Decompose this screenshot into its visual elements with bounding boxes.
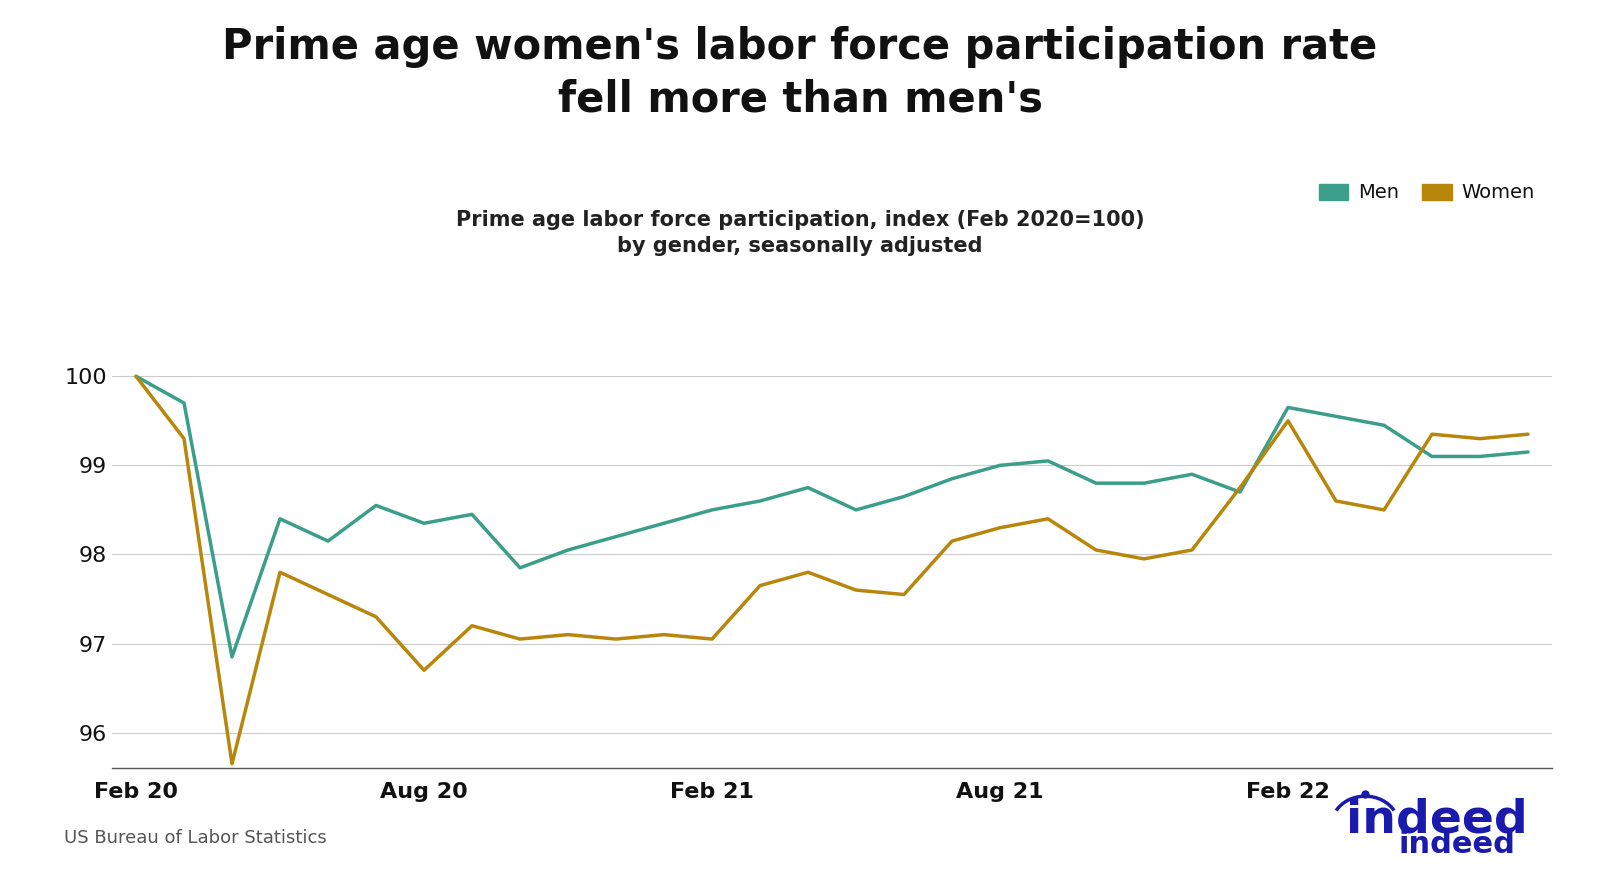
Men [942, 473, 962, 484]
Text: Prime age labor force participation, index (Feb 2020=100)
by gender, seasonally : Prime age labor force participation, ind… [456, 210, 1144, 256]
Women [1326, 496, 1346, 506]
Women [654, 629, 674, 640]
Men [174, 398, 194, 409]
Men [270, 513, 290, 524]
Men [606, 532, 626, 542]
Men [1470, 451, 1490, 462]
Men [366, 500, 386, 511]
Men [462, 509, 482, 519]
Women [558, 629, 578, 640]
Women [174, 433, 194, 443]
Women [1134, 553, 1154, 564]
Men [1182, 469, 1202, 479]
Women [702, 634, 722, 644]
Women [606, 634, 626, 644]
Women [1422, 429, 1442, 439]
Women [1086, 545, 1106, 555]
Men [1326, 411, 1346, 422]
Men [702, 505, 722, 515]
Men [126, 371, 146, 382]
Men [1422, 451, 1442, 462]
Women [1278, 416, 1298, 426]
Text: US Bureau of Labor Statistics: US Bureau of Labor Statistics [64, 828, 326, 847]
Men [750, 496, 770, 506]
Men [1038, 456, 1058, 466]
Text: Prime age women's labor force participation rate
fell more than men's: Prime age women's labor force participat… [222, 26, 1378, 120]
Women [366, 612, 386, 622]
Legend: Men, Women: Men, Women [1312, 175, 1542, 210]
Text: indeed: indeed [1398, 830, 1515, 859]
Women [750, 581, 770, 591]
Men [1278, 402, 1298, 413]
Women [270, 567, 290, 578]
Women [1518, 429, 1538, 439]
Women [1230, 483, 1250, 493]
Men [654, 518, 674, 528]
Men [1086, 478, 1106, 488]
Text: indeed: indeed [1346, 797, 1528, 842]
Women [222, 759, 242, 769]
Women [846, 585, 866, 595]
Men [414, 518, 434, 528]
Women [318, 589, 338, 600]
Men [1374, 420, 1394, 430]
Women [414, 665, 434, 676]
Women [1470, 433, 1490, 443]
Men [894, 491, 914, 502]
Women [1038, 513, 1058, 524]
Men [510, 562, 530, 573]
Men [1134, 478, 1154, 488]
Men [222, 651, 242, 662]
Men [846, 505, 866, 515]
Men [990, 460, 1010, 471]
Line: Men: Men [136, 376, 1528, 656]
Men [318, 536, 338, 546]
Women [798, 567, 818, 578]
Women [1374, 505, 1394, 515]
Men [558, 545, 578, 555]
Men [1230, 487, 1250, 498]
Women [510, 634, 530, 644]
Men [798, 483, 818, 493]
Men [1518, 447, 1538, 457]
Line: Women: Women [136, 376, 1528, 764]
Women [990, 522, 1010, 533]
Women [462, 621, 482, 631]
Women [942, 536, 962, 546]
Women [894, 589, 914, 600]
Women [126, 371, 146, 382]
Women [1182, 545, 1202, 555]
